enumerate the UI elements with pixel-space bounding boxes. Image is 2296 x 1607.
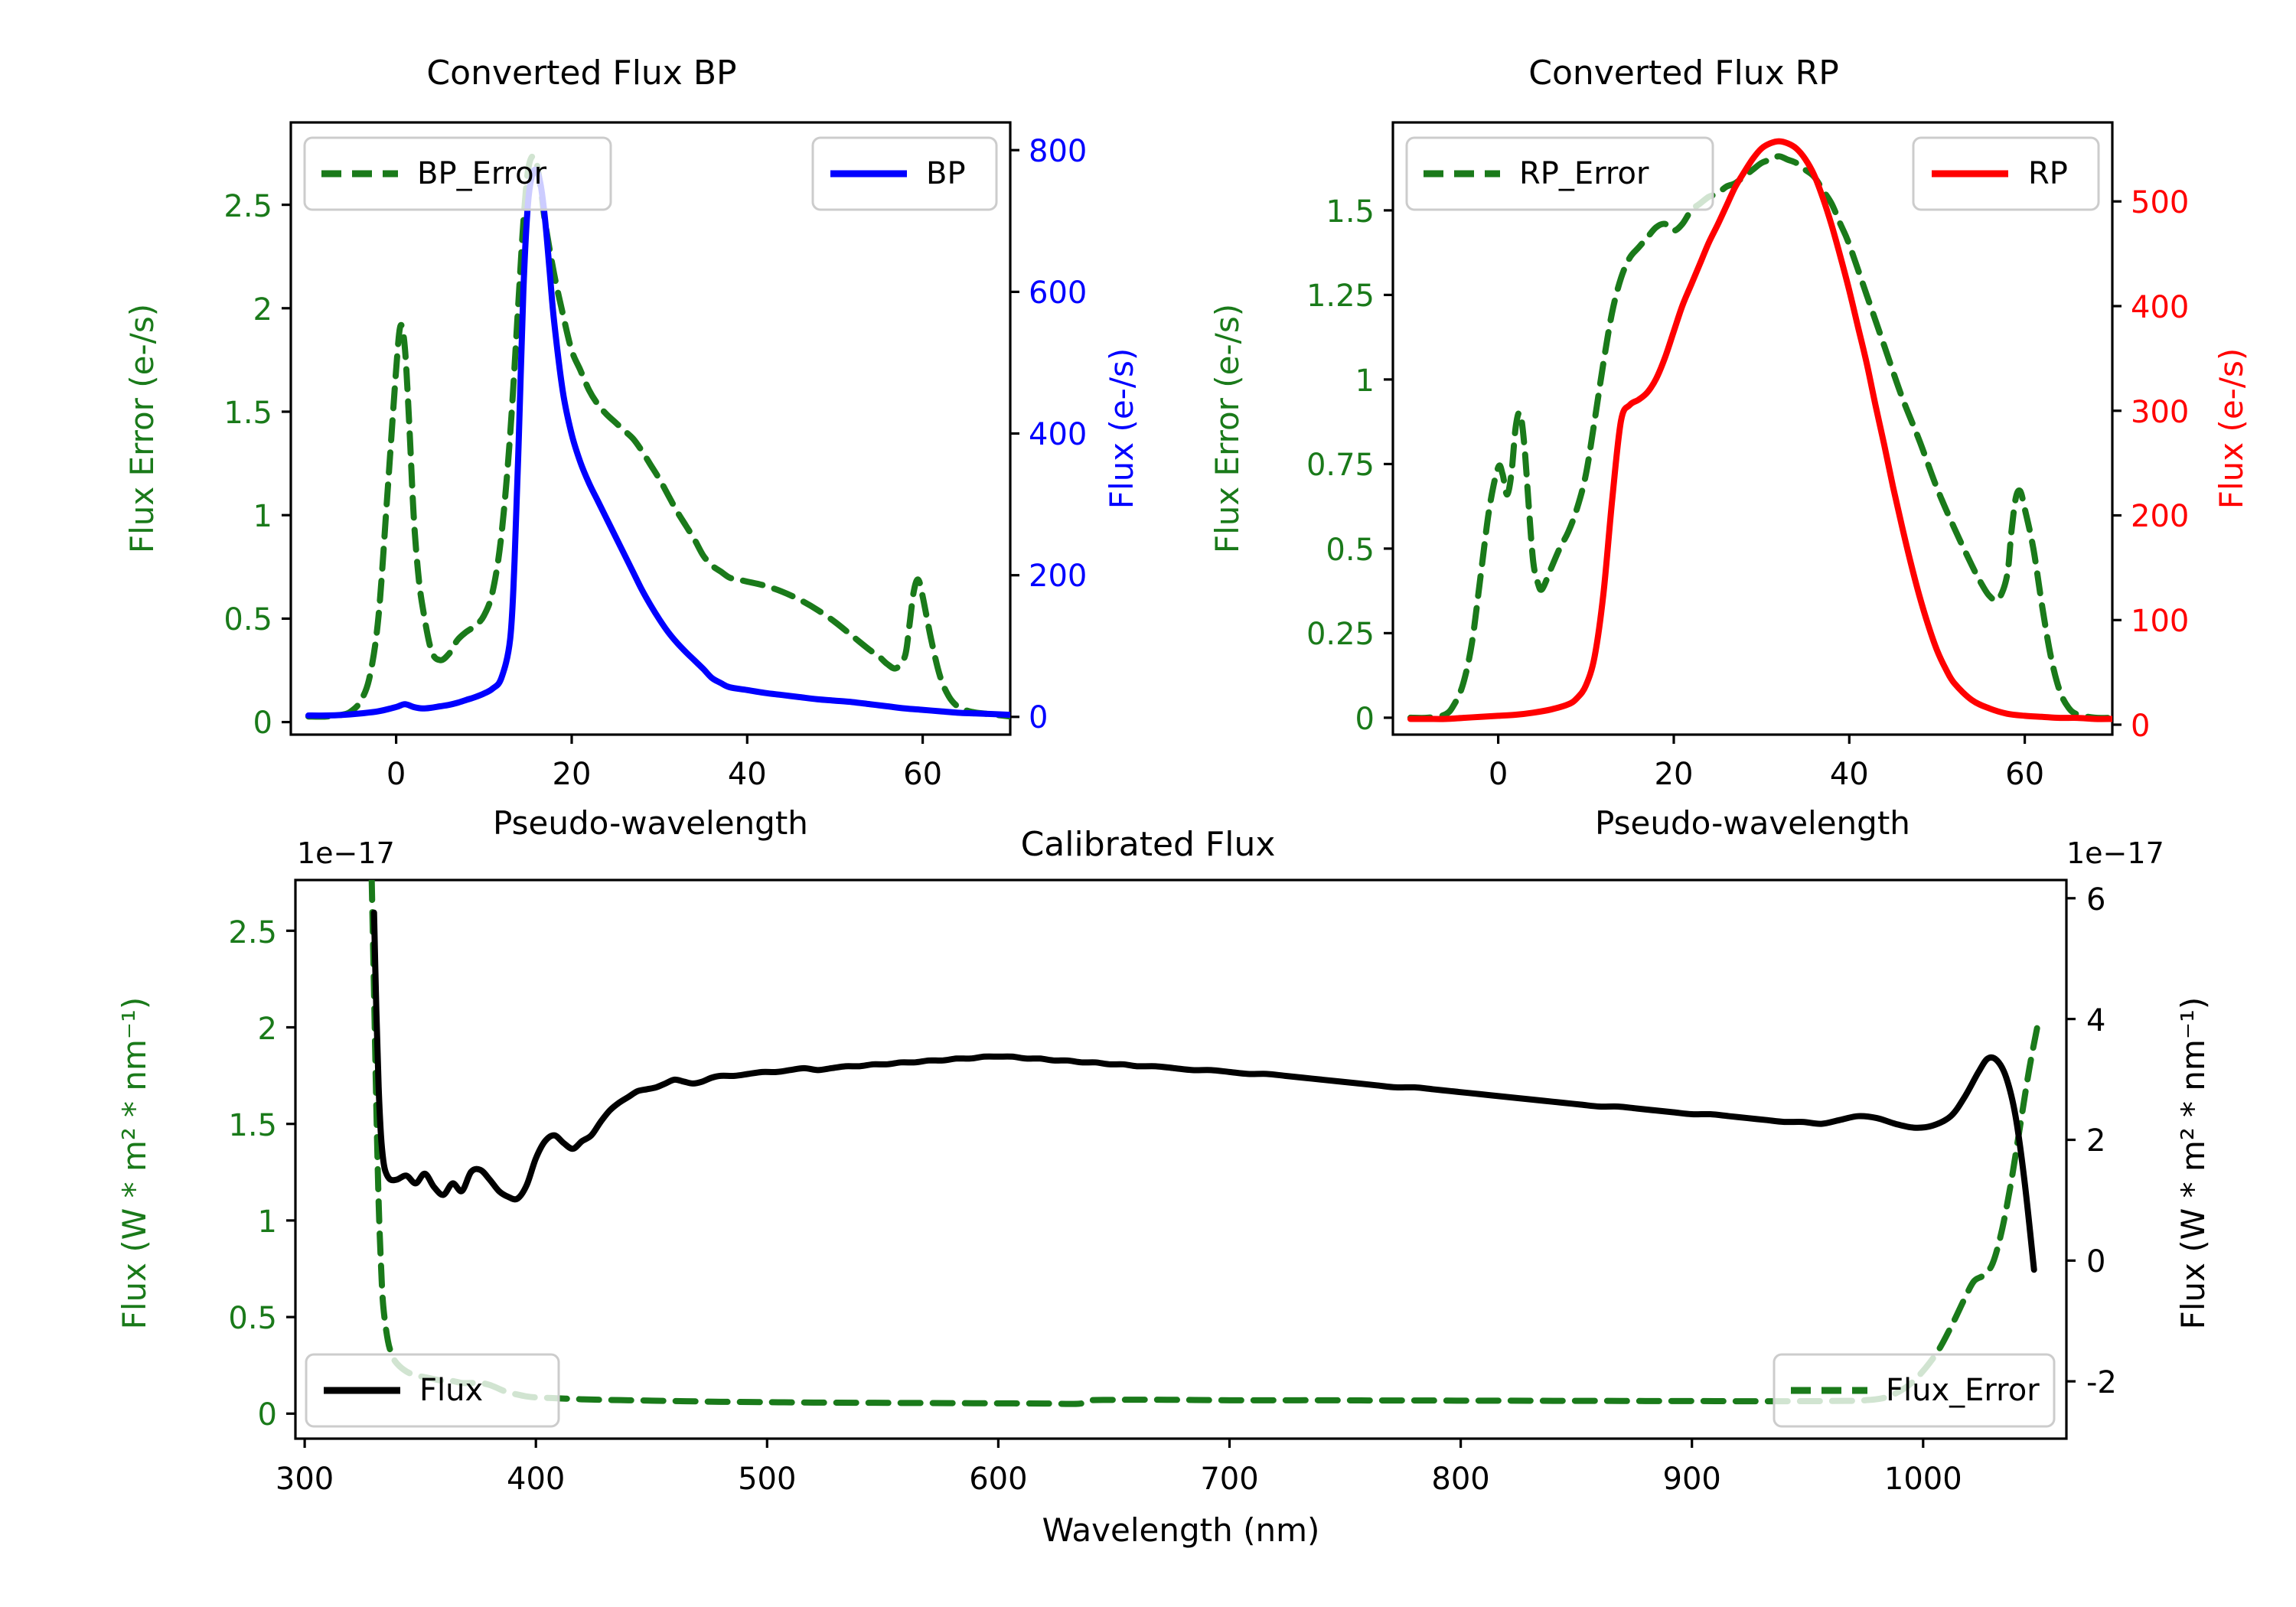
bp-right-axis-label: Flux (e-/s): [1103, 348, 1140, 509]
rp-left-axis-label: Flux Error (e-/s): [1208, 304, 1246, 553]
rp-ytick-3: 0.75: [1306, 448, 1375, 483]
bp-flux-curve: [305, 166, 1010, 719]
rp-xtick-0: 0: [1489, 757, 1508, 792]
converted-flux-rp-panel: Converted Flux RP 0 0.25 0.5 0.75 1 1.25…: [1208, 54, 2250, 842]
rp-left-ticks: 0 0.25 0.5 0.75 1 1.25 1.5: [1306, 194, 1393, 737]
rp-ytick-1: 0.25: [1306, 617, 1375, 652]
bp-axes-frame: [289, 121, 1012, 736]
bp-ytick-0: 0: [253, 706, 272, 741]
cal-panel-title: Calibrated Flux: [1021, 825, 1276, 864]
bp-right-ticks: 0 200 400 600 800: [1010, 134, 1087, 735]
cal-xtick-0: 300: [276, 1462, 334, 1497]
rp-rtick-2: 200: [2131, 499, 2189, 534]
rp-right-axis-label: Flux (e-/s): [2213, 348, 2250, 509]
rp-xtick-1: 20: [1655, 757, 1694, 792]
rp-legend[interactable]: RP: [1912, 136, 2100, 211]
bp-left-ticks: 0 0.5 1 1.5 2 2.5: [223, 189, 291, 741]
cal-xtick-6: 900: [1663, 1462, 1721, 1497]
rp-error-legend[interactable]: RP_Error: [1405, 136, 1714, 211]
bp-legend-label: BP: [926, 156, 966, 191]
cal-rtick-4: 6: [2086, 882, 2105, 918]
bp-x-axis-label: Pseudo-wavelength: [493, 804, 808, 842]
cal-flux-legend-label: Flux: [419, 1373, 483, 1408]
cal-left-ticks: 0 0.5 1 1.5 2 2.5: [228, 915, 295, 1433]
rp-ytick-5: 1.25: [1306, 279, 1375, 314]
cal-xtick-7: 1000: [1884, 1462, 1962, 1497]
converted-flux-bp-panel: Converted Flux BP 0 0.5 1 1.5 2 2.5 Flux…: [123, 54, 1140, 842]
cal-xtick-5: 800: [1431, 1462, 1489, 1497]
rp-ytick-6: 1.5: [1326, 194, 1375, 230]
bp-legend[interactable]: BP: [811, 136, 998, 211]
calibrated-flux-curve: [370, 909, 2037, 1273]
bp-error-legend-label: BP_Error: [417, 156, 547, 191]
rp-error-legend-label: RP_Error: [1519, 156, 1649, 191]
cal-left-axis-label: Flux (W * m² * nm⁻¹): [116, 997, 153, 1330]
rp-right-ticks: 0 100 200 300 400 500: [2112, 185, 2189, 744]
cal-axes-frame: [294, 878, 2068, 1440]
rp-x-ticks: 0 20 40 60: [1489, 735, 2044, 792]
rp-flux-curve: [1407, 138, 2112, 722]
bp-ytick-2: 1: [253, 499, 272, 534]
rp-xtick-3: 60: [2005, 757, 2044, 792]
cal-right-axis-label: Flux (W * m² * nm⁻¹): [2174, 997, 2212, 1330]
cal-rtick-0: -2: [2086, 1365, 2117, 1400]
rp-rtick-0: 0: [2131, 709, 2150, 744]
bp-ytick-4: 2: [253, 292, 272, 328]
rp-ytick-0: 0: [1355, 702, 1375, 737]
cal-xtick-4: 700: [1200, 1462, 1258, 1497]
bp-rtick-4: 800: [1029, 134, 1087, 169]
rp-legend-label: RP: [2028, 156, 2068, 191]
bp-x-ticks: 0 20 40 60: [386, 735, 942, 792]
cal-xtick-2: 500: [738, 1462, 796, 1497]
rp-rtick-5: 500: [2131, 185, 2189, 220]
cal-ytick-3: 1.5: [228, 1108, 277, 1143]
rp-x-axis-label: Pseudo-wavelength: [1595, 804, 1910, 842]
rp-ytick-2: 0.5: [1326, 533, 1375, 568]
cal-right-offset-label: 1e−17: [2066, 836, 2164, 870]
calibrated-flux-error-curve: [368, 880, 2042, 1407]
rp-error-curve: [1407, 153, 2112, 722]
rp-rtick-1: 100: [2131, 604, 2189, 639]
cal-rtick-1: 0: [2086, 1244, 2105, 1279]
cal-right-ticks: -2 0 2 4 6: [2066, 882, 2117, 1400]
bp-error-legend[interactable]: BP_Error: [303, 136, 612, 211]
bp-xtick-0: 0: [386, 757, 406, 792]
rp-rtick-4: 400: [2131, 290, 2189, 325]
bp-xtick-1: 20: [553, 757, 592, 792]
bp-error-curve: [305, 153, 1010, 720]
cal-ytick-2: 1: [258, 1204, 277, 1240]
cal-x-ticks: 300 400 500 600 700 800 900 1000: [276, 1439, 1962, 1497]
rp-xtick-2: 40: [1830, 757, 1869, 792]
bp-rtick-0: 0: [1029, 700, 1048, 735]
bp-panel-title: Converted Flux BP: [426, 54, 736, 93]
bp-xtick-2: 40: [728, 757, 767, 792]
bp-rtick-2: 400: [1029, 417, 1087, 452]
cal-rtick-3: 4: [2086, 1003, 2105, 1038]
cal-flux-error-legend-label: Flux_Error: [1886, 1373, 2040, 1408]
cal-left-offset-label: 1e−17: [297, 836, 395, 870]
cal-xtick-1: 400: [507, 1462, 565, 1497]
bp-xtick-3: 60: [903, 757, 942, 792]
cal-ytick-5: 2.5: [228, 915, 277, 950]
cal-x-axis-label: Wavelength (nm): [1042, 1511, 1320, 1549]
rp-rtick-3: 300: [2131, 395, 2189, 430]
calibrated-flux-panel: Calibrated Flux 1e−17 1e−17 0 0.5 1 1.5 …: [116, 825, 2212, 1549]
cal-flux-legend[interactable]: Flux: [305, 1353, 560, 1428]
bp-ytick-5: 2.5: [223, 189, 272, 224]
bp-left-axis-label: Flux Error (e-/s): [123, 304, 161, 553]
rp-axes-frame: [1391, 121, 2114, 736]
cal-xtick-3: 600: [969, 1462, 1027, 1497]
cal-ytick-0: 0: [258, 1397, 277, 1433]
bp-ytick-1: 0.5: [223, 602, 272, 637]
cal-ytick-4: 2: [258, 1012, 277, 1047]
bp-ytick-3: 1.5: [223, 396, 272, 431]
cal-flux-error-legend[interactable]: Flux_Error: [1773, 1353, 2056, 1428]
rp-panel-title: Converted Flux RP: [1528, 54, 1839, 93]
rp-ytick-4: 1: [1355, 363, 1375, 399]
bp-rtick-3: 600: [1029, 275, 1087, 311]
cal-ytick-1: 0.5: [228, 1301, 277, 1336]
bp-rtick-1: 200: [1029, 559, 1087, 594]
cal-rtick-2: 2: [2086, 1123, 2105, 1159]
